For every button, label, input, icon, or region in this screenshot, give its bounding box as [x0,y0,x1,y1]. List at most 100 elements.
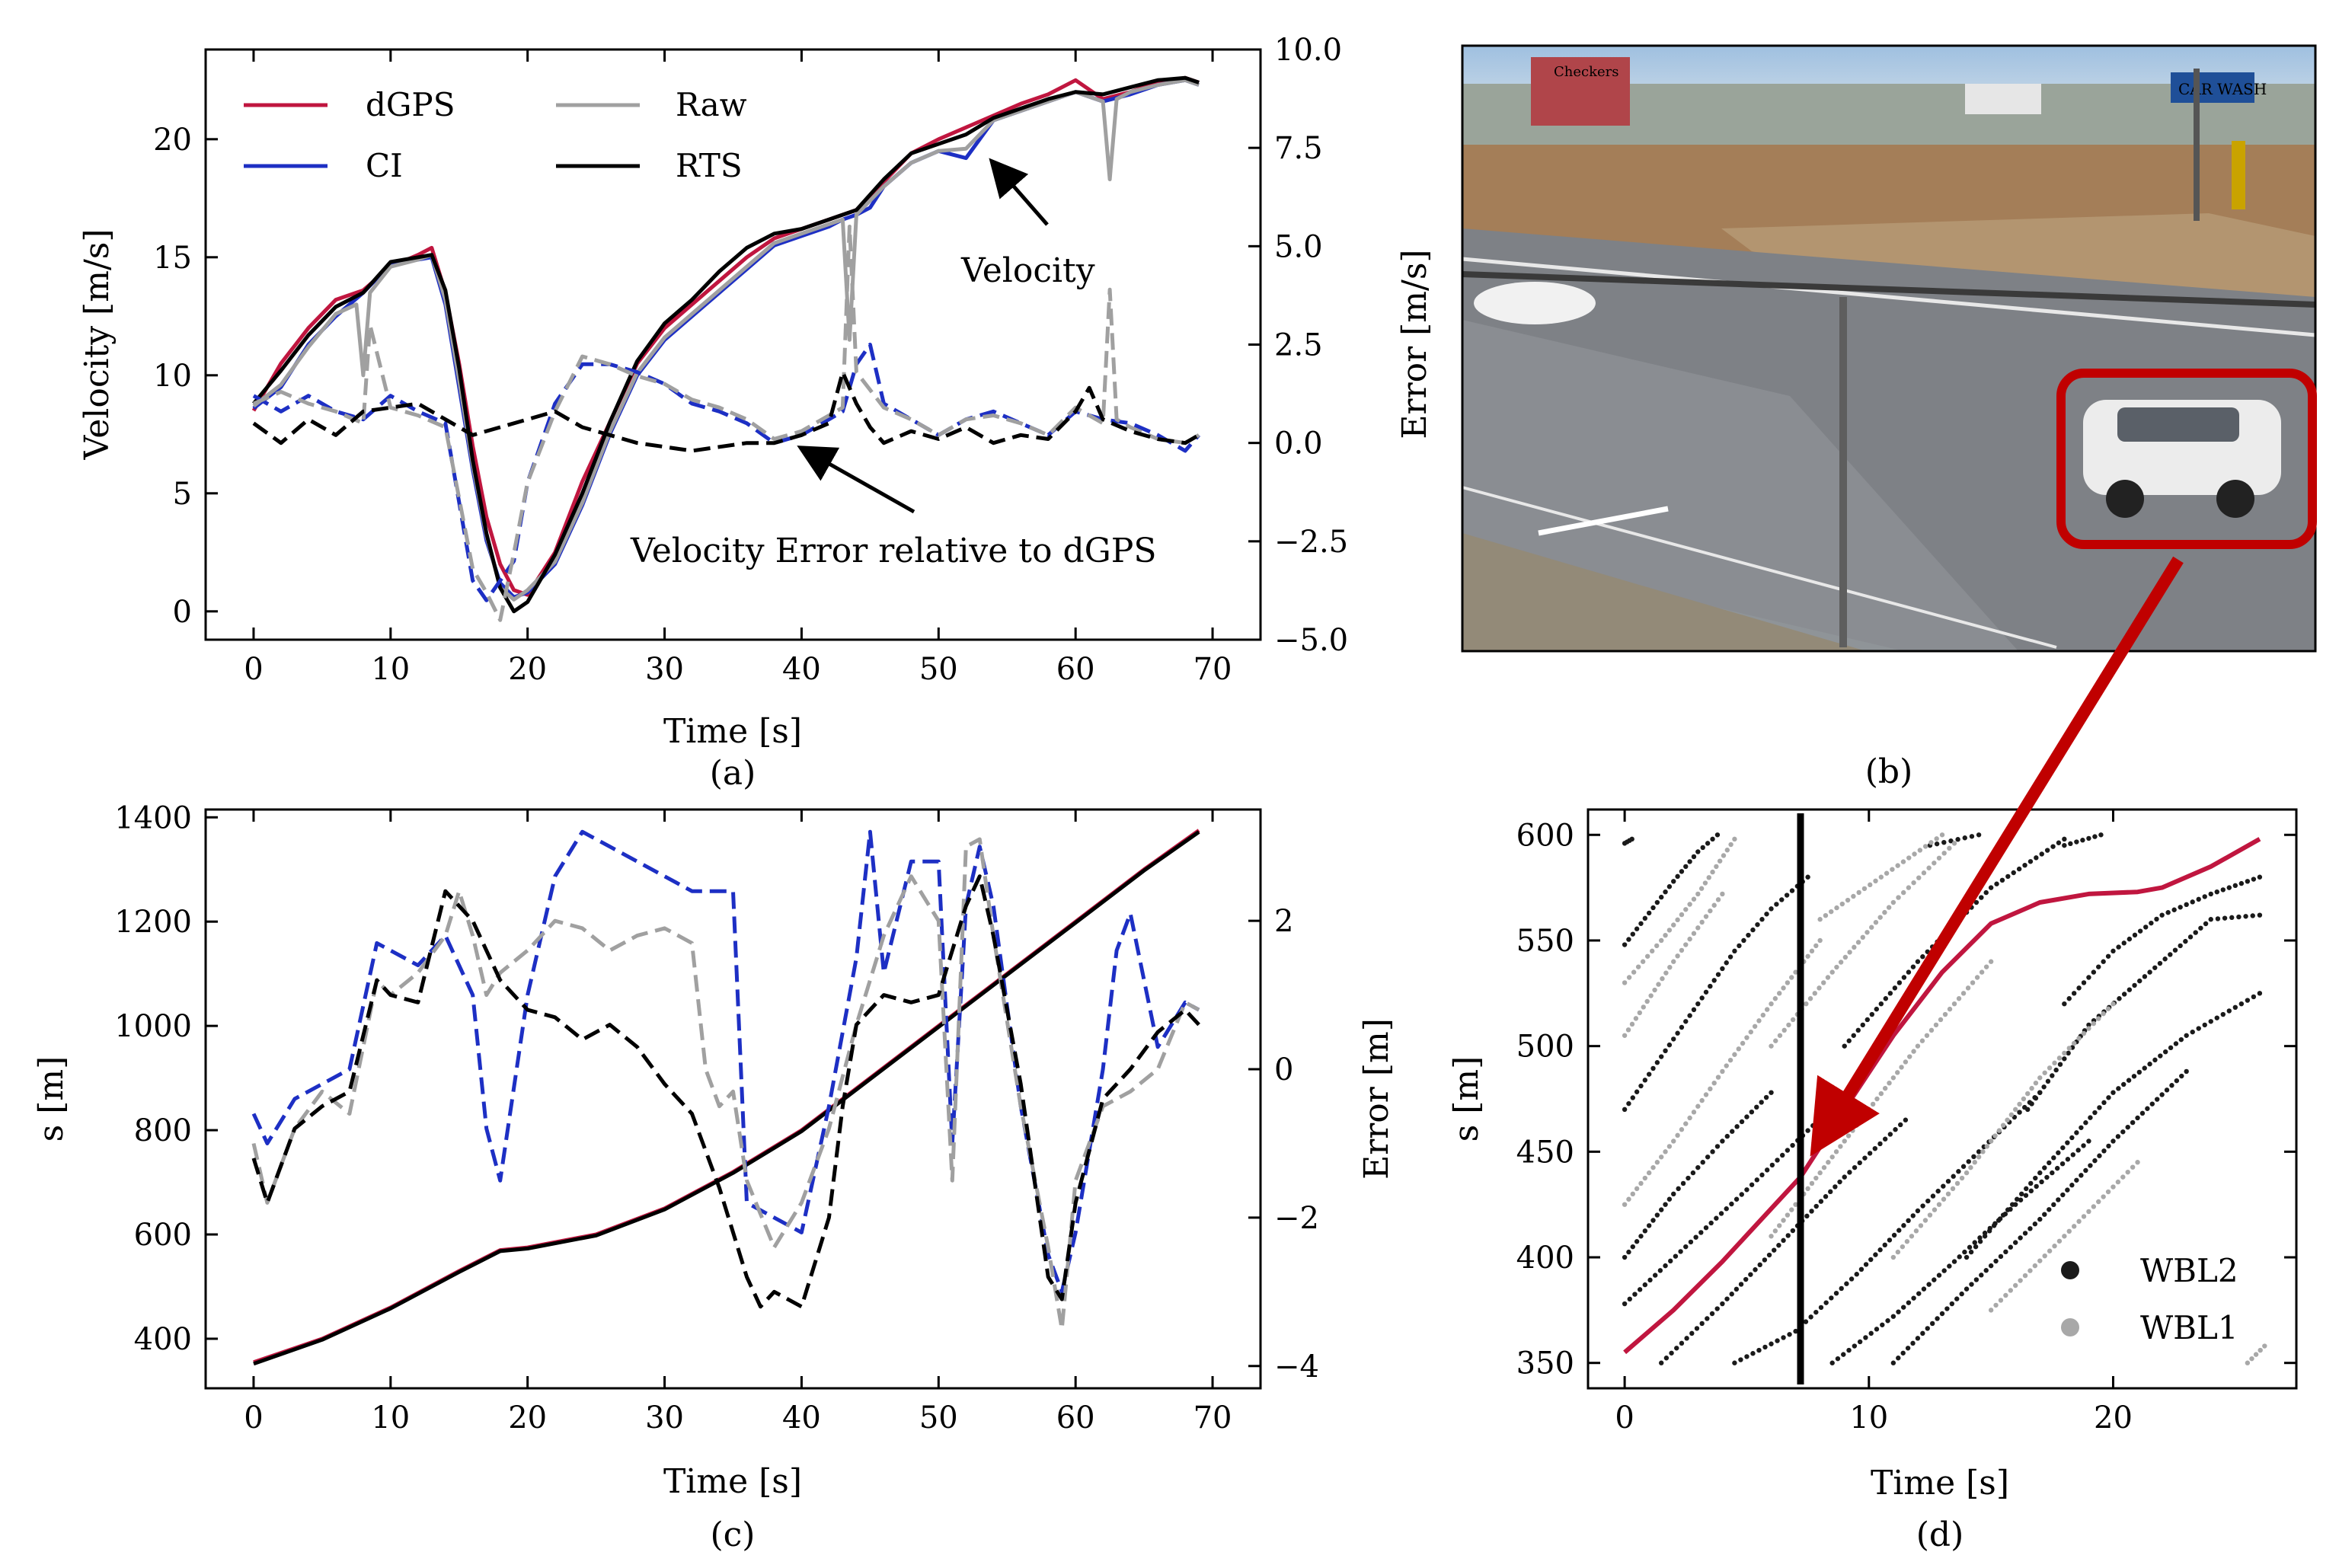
scatter-point [2101,959,2106,964]
scatter-point [1911,1049,1916,1054]
scatter-point [1821,980,1826,985]
y-tick-label: 800 [134,1113,192,1148]
scatter-point [1993,1302,1999,1308]
scatter-point [1846,1038,1852,1043]
scatter-point [2096,1199,2101,1205]
scatter-point [1691,854,1697,860]
scatter-point [1700,1160,1705,1165]
scatter-point [1868,1330,1874,1336]
scatter-point [2086,1022,2091,1028]
scatter-point [2024,1186,2029,1192]
scatter-point [2120,1129,2126,1135]
scatter-point [1838,1144,1843,1149]
scatter-point [2056,1197,2061,1202]
scatter-point [1654,899,1660,905]
scatter-point [1772,1228,1778,1234]
scatter-point [1862,1112,1868,1118]
scatter-point [1756,1018,1762,1024]
scatter-point [1847,950,1852,955]
scatter-point [1634,1089,1640,1094]
scatter-point [1944,1306,1950,1311]
scatter-point [2179,1073,2184,1079]
scatter-point [1915,1336,1921,1341]
legend-label-dgps: dGPS [366,86,455,123]
scatter-point [2044,848,2050,853]
y-right-tick-label: 0 [1274,1052,1293,1087]
scatter-point [1626,975,1632,980]
scatter-point [1982,1234,1988,1239]
y-tick-label: 400 [134,1322,192,1357]
scatter-point [2027,1226,2033,1231]
scatter-point [1754,1104,1759,1110]
scatter-point [2066,996,2072,1001]
scatter-point [1947,1263,1952,1269]
scatter-point [1900,859,1906,864]
scatter-point [2198,925,2203,931]
scatter-point [1781,1335,1786,1340]
scatter-point [2056,1150,2061,1155]
scatter-point [1733,1286,1740,1292]
scatter-point [1857,1160,1862,1166]
scatter-point [1896,1228,1902,1233]
scatter-point [1698,886,1705,891]
scatter-point [1695,925,1701,931]
y-tick-label: 400 [1516,1241,1574,1276]
scatter-point [2208,917,2213,922]
scatter-point [1683,1244,1689,1250]
scatter-point [1659,1154,1664,1160]
y-tick-label: 5 [173,477,192,512]
scatter-point [1683,1121,1689,1126]
scatter-point [2066,1046,2072,1051]
trajectory-wbl1 [1622,937,1823,1207]
scatter-point [2171,907,2177,912]
scatter-point [1852,944,1857,950]
scatter-point [1966,1159,1971,1164]
scatter-point [1817,937,1823,944]
scatter-point [1954,1180,1960,1186]
scatter-point [1834,905,1839,911]
scatter-point [1826,1108,1831,1113]
scatter-point [1934,836,1939,841]
scatter-point [2018,1278,2023,1283]
scatter-point [1948,838,1954,844]
scatter-point [2054,1165,2060,1171]
scatter-point [1632,1292,1638,1297]
y-tick-label: 0 [173,595,192,630]
scatter-point [1724,1206,1729,1212]
scatter-point [2132,932,2138,938]
scatter-point [1864,930,1870,935]
scatter-point [1637,1010,1643,1016]
y-tick-label: 500 [1516,1030,1574,1065]
scatter-point [1652,987,1657,993]
scatter-point [1671,1191,1676,1197]
scatter-point [2262,1343,2267,1349]
scatter-point [1789,1207,1794,1212]
scatter-point [1710,836,1715,842]
scatter-point [2139,1110,2146,1116]
scatter-point [1709,1311,1715,1317]
scatter-point [2101,1194,2106,1199]
scatter-point [1812,991,1817,996]
scatter-point [1807,996,1813,1001]
trajectory-wbl2 [2062,832,2104,848]
scatter-point [2208,891,2213,897]
scatter-point [1703,989,1709,995]
scatter-point [2116,1086,2121,1091]
scatter-point [1659,937,1664,944]
scatter-point [1977,1235,1983,1241]
scatter-point [1671,922,1676,928]
scatter-point [1715,1075,1721,1080]
scatter-point [1829,909,1834,915]
scatter-point [2149,920,2154,926]
y-right-tick-label: 0.0 [1274,426,1323,461]
scatter-point [2060,1145,2066,1151]
trajectory-wbl2 [1622,832,1721,947]
y-tick-label: 1000 [114,1009,192,1044]
scatter-point [1775,1158,1780,1163]
scatter-point [2034,1183,2039,1190]
scatter-point [2147,969,2152,975]
scatter-point [1715,972,1721,977]
scatter-point [1626,1249,1631,1255]
scatter-point [1622,1301,1628,1307]
scatter-point [1789,888,1795,893]
